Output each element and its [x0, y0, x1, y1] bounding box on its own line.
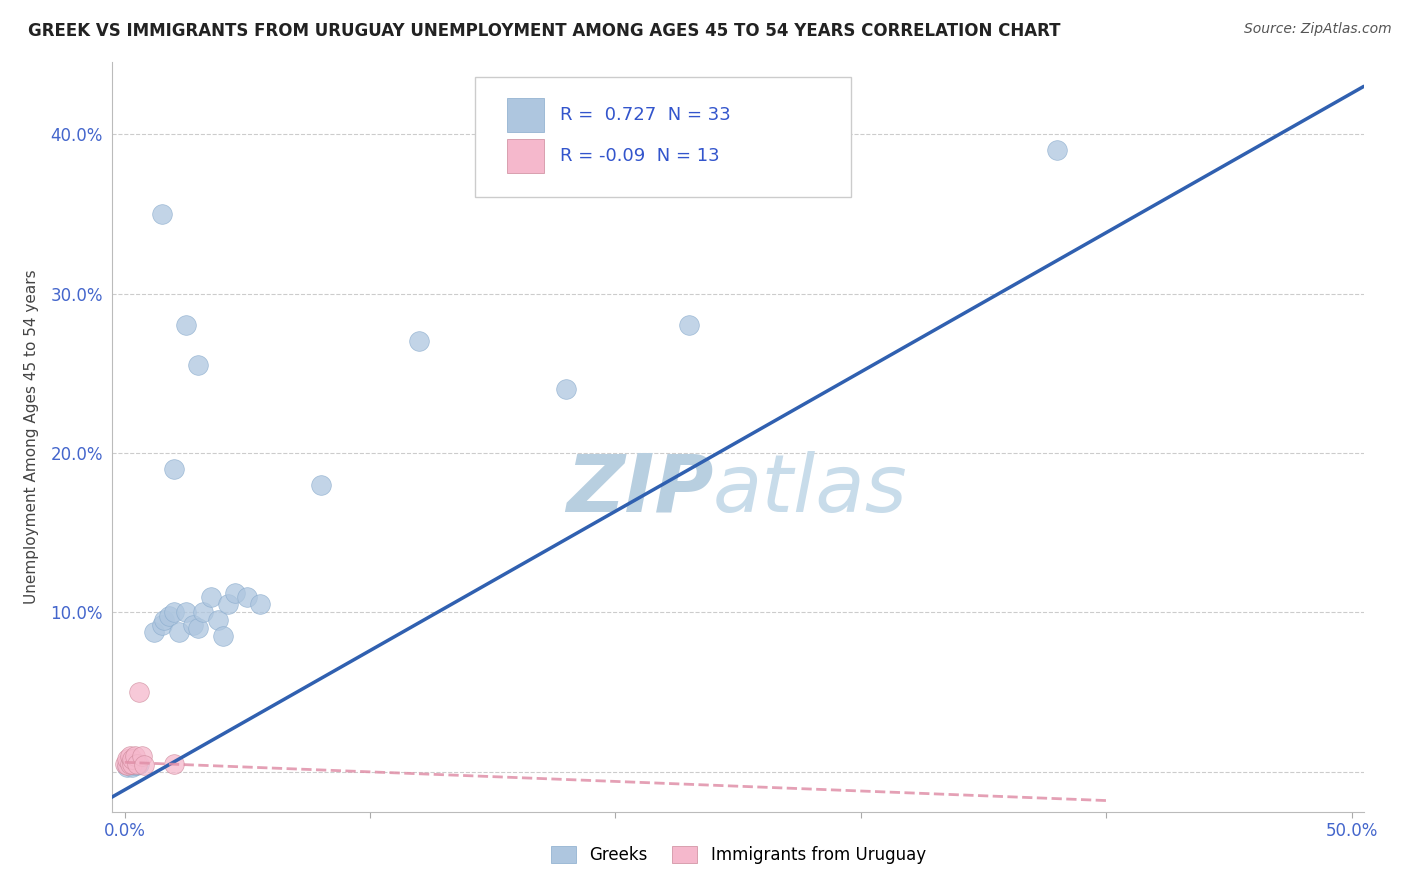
Point: [224, 586, 246, 600]
Point: [131, 748, 153, 763]
Point: [163, 756, 186, 771]
Point: [125, 758, 148, 772]
Point: [121, 756, 143, 771]
Legend: Greeks, Immigrants from Uruguay: Greeks, Immigrants from Uruguay: [544, 839, 932, 871]
Point: [114, 756, 136, 771]
Point: [118, 758, 141, 772]
Y-axis label: Unemployment Among Ages 45 to 54 years: Unemployment Among Ages 45 to 54 years: [24, 269, 39, 605]
Point: [118, 756, 141, 771]
Point: [217, 598, 239, 612]
Text: R =  0.727  N = 33: R = 0.727 N = 33: [561, 106, 731, 124]
Text: Source: ZipAtlas.com: Source: ZipAtlas.com: [1244, 22, 1392, 37]
Point: [236, 590, 259, 604]
Point: [212, 629, 235, 643]
Text: GREEK VS IMMIGRANTS FROM URUGUAY UNEMPLOYMENT AMONG AGES 45 TO 54 YEARS CORRELAT: GREEK VS IMMIGRANTS FROM URUGUAY UNEMPLO…: [28, 22, 1060, 40]
Point: [121, 752, 143, 766]
Point: [183, 618, 205, 632]
Point: [143, 624, 166, 639]
FancyBboxPatch shape: [475, 78, 851, 197]
Point: [115, 760, 138, 774]
Point: [124, 758, 146, 772]
Point: [1046, 143, 1069, 157]
Bar: [506, 139, 544, 173]
Point: [174, 606, 197, 620]
Point: [118, 748, 141, 763]
Point: [115, 758, 138, 772]
Point: [174, 318, 197, 333]
Point: [124, 748, 146, 763]
Point: [309, 478, 332, 492]
Point: [200, 590, 222, 604]
Point: [167, 624, 190, 639]
Point: [163, 462, 186, 476]
Point: [187, 359, 209, 373]
Point: [115, 752, 138, 766]
Point: [128, 685, 150, 699]
Point: [128, 756, 150, 771]
Text: atlas: atlas: [713, 450, 908, 529]
Point: [163, 606, 186, 620]
Point: [125, 756, 148, 771]
Point: [193, 606, 215, 620]
Point: [408, 334, 430, 349]
Point: [249, 598, 271, 612]
Text: R = -0.09  N = 13: R = -0.09 N = 13: [561, 147, 720, 165]
Point: [207, 614, 229, 628]
Point: [678, 318, 700, 333]
Point: [150, 207, 173, 221]
Point: [157, 608, 180, 623]
Bar: [506, 98, 544, 132]
Point: [121, 760, 143, 774]
Point: [134, 758, 156, 772]
Point: [150, 618, 173, 632]
Point: [153, 614, 176, 628]
Point: [555, 382, 578, 396]
Text: ZIP: ZIP: [565, 450, 713, 529]
Point: [187, 621, 209, 635]
